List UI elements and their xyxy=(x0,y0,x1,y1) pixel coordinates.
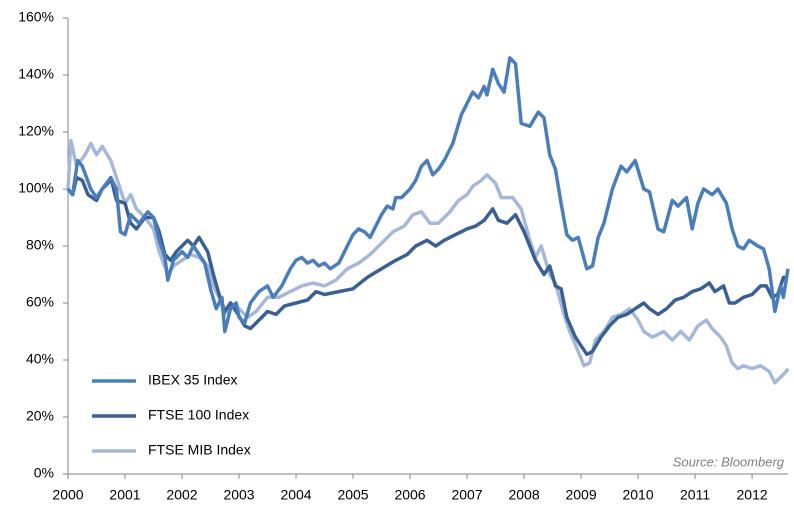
x-tick-label: 2006 xyxy=(394,487,425,503)
y-tick-label: 60% xyxy=(26,294,54,310)
x-tick-label: 2005 xyxy=(337,487,368,503)
x-tick-label: 2007 xyxy=(451,487,482,503)
x-tick-label: 2004 xyxy=(280,487,311,503)
x-tick-label: 2002 xyxy=(166,487,197,503)
y-tick-label: 20% xyxy=(26,408,54,424)
x-tick-label: 2001 xyxy=(109,487,140,503)
y-tick-label: 160% xyxy=(18,9,54,25)
legend-label: FTSE 100 Index xyxy=(148,407,249,423)
x-tick-label: 2010 xyxy=(622,487,653,503)
x-tick-label: 2000 xyxy=(52,487,83,503)
legend-label: IBEX 35 Index xyxy=(148,372,238,388)
series-line xyxy=(66,138,790,385)
x-tick-label: 2008 xyxy=(508,487,539,503)
y-tick-label: 100% xyxy=(18,180,54,196)
y-tick-label: 120% xyxy=(18,123,54,139)
y-tick-label: 40% xyxy=(26,351,54,367)
y-tick-label: 80% xyxy=(26,237,54,253)
y-tick-label: 140% xyxy=(18,66,54,82)
source-note: Source: Bloomberg xyxy=(673,454,785,469)
y-tick-label: 0% xyxy=(34,465,54,481)
x-tick-label: 2012 xyxy=(737,487,768,503)
x-tick-label: 2011 xyxy=(680,487,710,503)
x-tick-label: 2009 xyxy=(565,487,596,503)
x-tick-label: 2003 xyxy=(223,487,254,503)
series-line xyxy=(66,56,790,334)
legend-label: FTSE MIB Index xyxy=(148,442,251,458)
